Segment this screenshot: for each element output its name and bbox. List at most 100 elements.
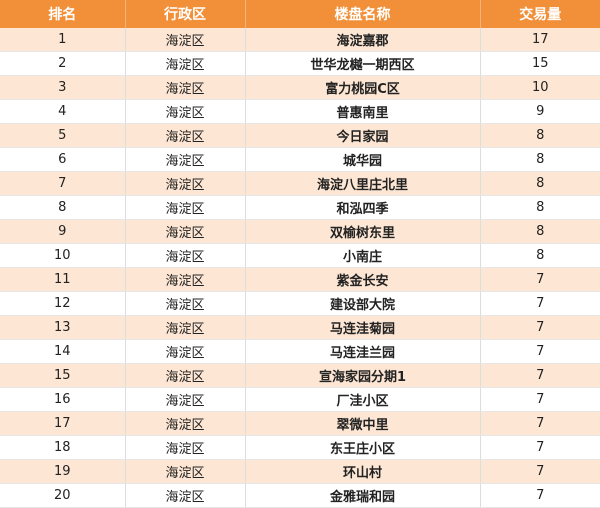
estate-name-cell: 海淀嘉郡 — [244, 28, 480, 52]
table-row: 15 海淀区 宣海家园分期1 7 — [0, 363, 600, 388]
volume-cell: 7 — [479, 339, 600, 364]
header-district: 行政区 — [124, 0, 245, 28]
volume-cell: 7 — [479, 363, 600, 388]
rank-cell: 2 — [0, 51, 125, 76]
estate-name-cell: 马连洼兰园 — [244, 339, 480, 364]
district-cell: 海淀区 — [124, 75, 245, 100]
volume-cell: 8 — [479, 123, 600, 148]
district-cell: 海淀区 — [124, 291, 245, 316]
table-row: 13 海淀区 马连洼菊园 7 — [0, 315, 600, 340]
rank-cell: 5 — [0, 123, 125, 148]
volume-cell: 7 — [479, 483, 600, 508]
rank-cell: 20 — [0, 483, 125, 508]
rank-cell: 14 — [0, 339, 125, 364]
district-cell: 海淀区 — [124, 267, 245, 292]
volume-cell: 8 — [479, 243, 600, 268]
estate-name-cell: 翠微中里 — [244, 411, 480, 436]
volume-cell: 7 — [479, 291, 600, 316]
rank-cell: 11 — [0, 267, 125, 292]
estate-name-cell: 紫金长安 — [244, 267, 480, 292]
volume-cell: 7 — [479, 267, 600, 292]
header-estate-name: 楼盘名称 — [244, 0, 480, 28]
table-body: 1 海淀区 海淀嘉郡 17 2 海淀区 世华龙樾一期西区 15 3 海淀区 富力桃园C区 10 4 海淀区… — [0, 28, 600, 508]
volume-cell: 15 — [479, 51, 600, 76]
rank-cell: 6 — [0, 147, 125, 172]
district-cell: 海淀区 — [124, 99, 245, 124]
rank-cell: 15 — [0, 363, 125, 388]
volume-cell: 9 — [479, 99, 600, 124]
table-row: 6 海淀区 城华园 8 — [0, 147, 600, 172]
district-cell: 海淀区 — [124, 459, 245, 484]
table-row: 18 海淀区 东王庄小区 7 — [0, 435, 600, 460]
rank-cell: 3 — [0, 75, 125, 100]
table-row: 14 海淀区 马连洼兰园 7 — [0, 339, 600, 364]
volume-cell: 7 — [479, 411, 600, 436]
header-volume: 交易量 — [479, 0, 600, 28]
estate-name-cell: 海淀八里庄北里 — [244, 171, 480, 196]
district-cell: 海淀区 — [124, 171, 245, 196]
district-cell: 海淀区 — [124, 339, 245, 364]
table-row: 19 海淀区 环山村 7 — [0, 459, 600, 484]
district-cell: 海淀区 — [124, 483, 245, 508]
table-row: 9 海淀区 双榆树东里 8 — [0, 219, 600, 244]
rank-cell: 7 — [0, 171, 125, 196]
table-row: 16 海淀区 厂洼小区 7 — [0, 387, 600, 412]
estate-name-cell: 今日家园 — [244, 123, 480, 148]
district-cell: 海淀区 — [124, 315, 245, 340]
rank-cell: 9 — [0, 219, 125, 244]
district-cell: 海淀区 — [124, 195, 245, 220]
volume-cell: 8 — [479, 171, 600, 196]
district-cell: 海淀区 — [124, 411, 245, 436]
estate-name-cell: 双榆树东里 — [244, 219, 480, 244]
estate-name-cell: 金雅瑞和园 — [244, 483, 480, 508]
table-row: 17 海淀区 翠微中里 7 — [0, 411, 600, 436]
district-cell: 海淀区 — [124, 387, 245, 412]
volume-cell: 7 — [479, 387, 600, 412]
rank-cell: 1 — [0, 28, 125, 52]
district-cell: 海淀区 — [124, 435, 245, 460]
volume-cell: 7 — [479, 435, 600, 460]
table-header: 排名 行政区 楼盘名称 交易量 — [0, 0, 600, 28]
header-row: 排名 行政区 楼盘名称 交易量 — [0, 0, 600, 28]
rank-cell: 4 — [0, 99, 125, 124]
table-row: 20 海淀区 金雅瑞和园 7 — [0, 483, 600, 508]
rank-cell: 12 — [0, 291, 125, 316]
volume-cell: 8 — [479, 147, 600, 172]
volume-cell: 17 — [479, 28, 600, 52]
district-cell: 海淀区 — [124, 147, 245, 172]
estate-name-cell: 富力桃园C区 — [244, 75, 480, 100]
estate-name-cell: 世华龙樾一期西区 — [244, 51, 480, 76]
volume-cell: 8 — [479, 195, 600, 220]
district-cell: 海淀区 — [124, 51, 245, 76]
volume-cell: 7 — [479, 315, 600, 340]
table-row: 11 海淀区 紫金长安 7 — [0, 267, 600, 292]
rank-cell: 16 — [0, 387, 125, 412]
district-cell: 海淀区 — [124, 243, 245, 268]
estate-name-cell: 厂洼小区 — [244, 387, 480, 412]
estate-name-cell: 小南庄 — [244, 243, 480, 268]
table-row: 4 海淀区 普惠南里 9 — [0, 99, 600, 124]
estate-name-cell: 环山村 — [244, 459, 480, 484]
rank-cell: 19 — [0, 459, 125, 484]
district-cell: 海淀区 — [124, 28, 245, 52]
table-row: 3 海淀区 富力桃园C区 10 — [0, 75, 600, 100]
volume-cell: 10 — [479, 75, 600, 100]
table-row: 1 海淀区 海淀嘉郡 17 — [0, 28, 600, 52]
table-row: 2 海淀区 世华龙樾一期西区 15 — [0, 51, 600, 76]
table-row: 10 海淀区 小南庄 8 — [0, 243, 600, 268]
table-row: 8 海淀区 和泓四季 8 — [0, 195, 600, 220]
rank-cell: 10 — [0, 243, 125, 268]
volume-cell: 8 — [479, 219, 600, 244]
volume-cell: 7 — [479, 459, 600, 484]
rank-cell: 17 — [0, 411, 125, 436]
estate-name-cell: 建设部大院 — [244, 291, 480, 316]
estate-name-cell: 东王庄小区 — [244, 435, 480, 460]
header-rank: 排名 — [0, 0, 125, 28]
district-cell: 海淀区 — [124, 219, 245, 244]
rank-cell: 13 — [0, 315, 125, 340]
table-row: 7 海淀区 海淀八里庄北里 8 — [0, 171, 600, 196]
table-row: 12 海淀区 建设部大院 7 — [0, 291, 600, 316]
estate-name-cell: 城华园 — [244, 147, 480, 172]
rank-cell: 18 — [0, 435, 125, 460]
